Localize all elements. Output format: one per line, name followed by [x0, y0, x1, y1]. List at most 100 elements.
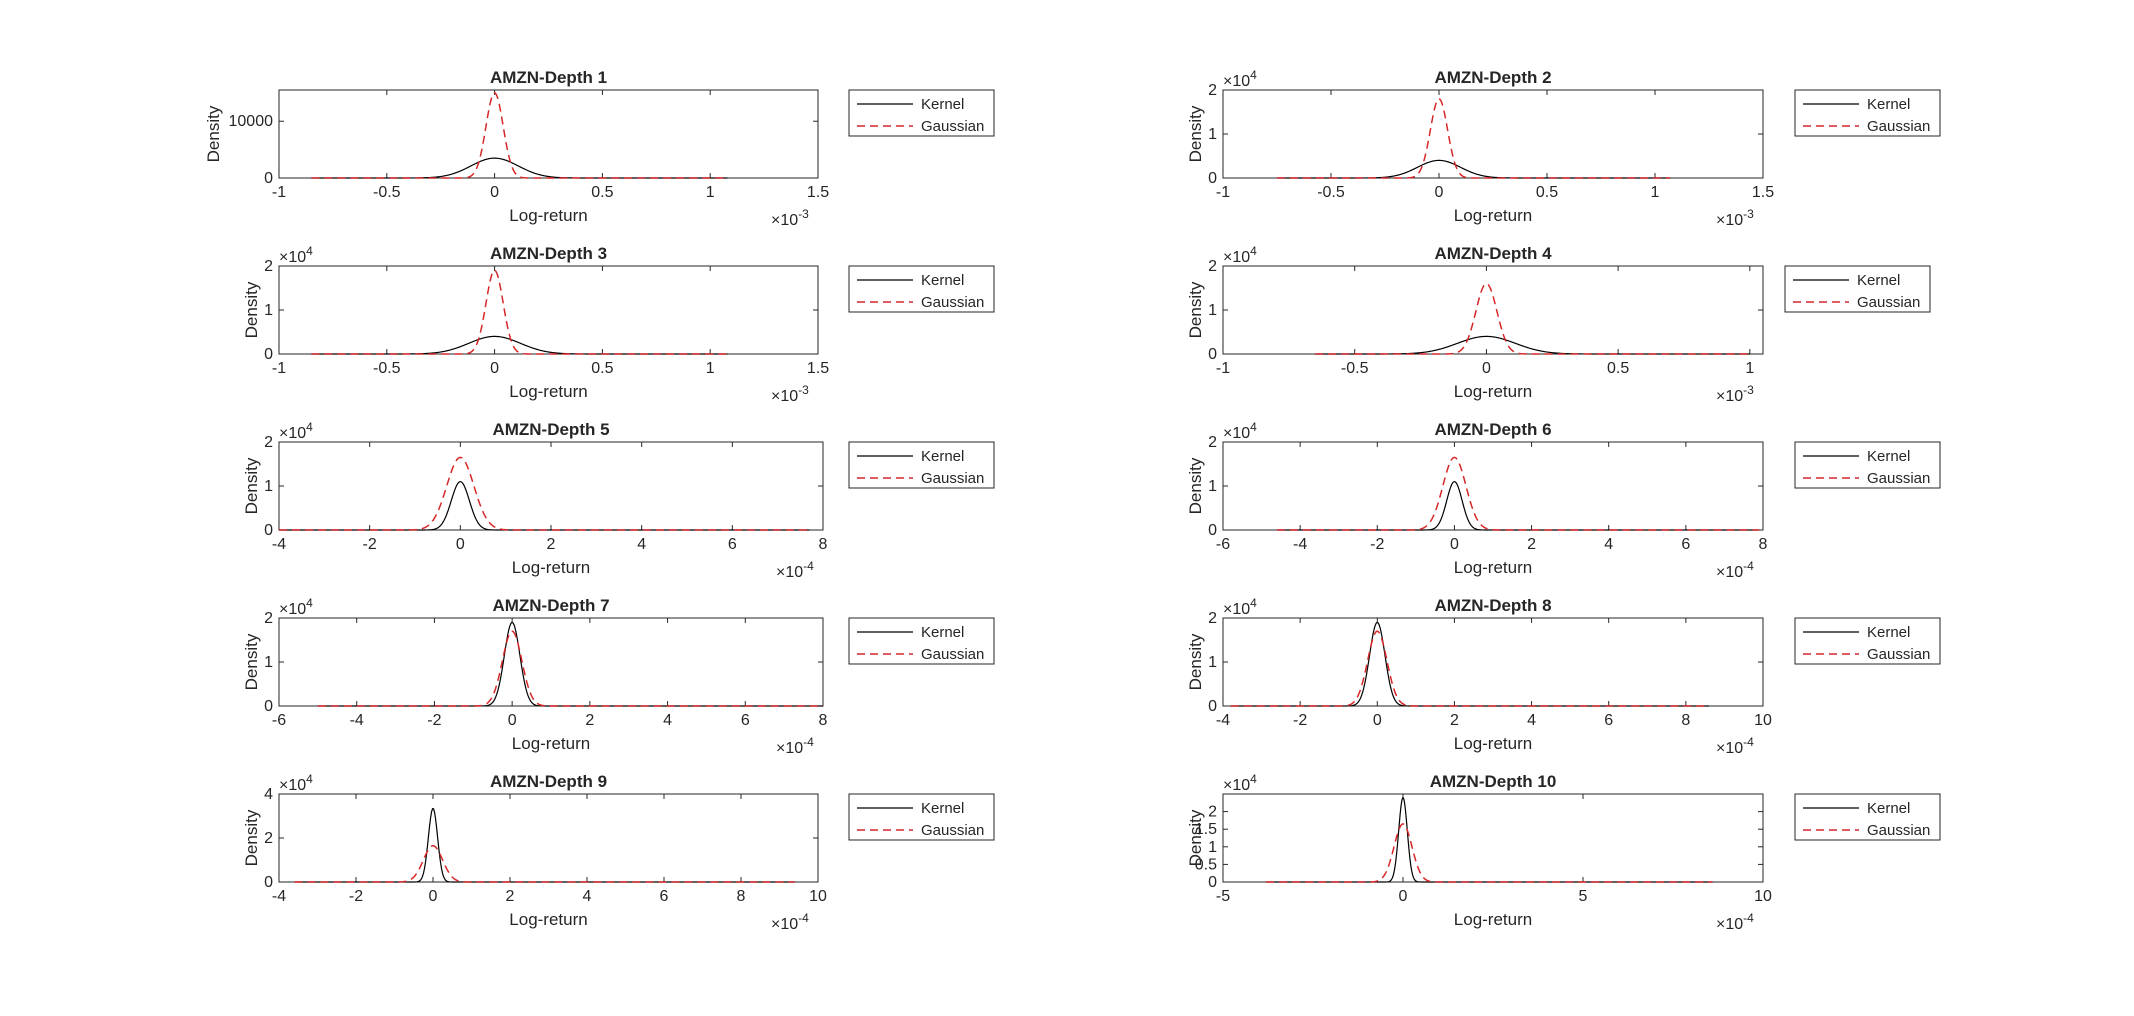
- x-tick-label: 6: [728, 536, 737, 553]
- legend-box: [848, 793, 995, 841]
- plot-area: [1222, 89, 1764, 179]
- legend-gaussian-label: Gaussian: [1867, 822, 1930, 839]
- y-exponent-label: ×104: [1223, 244, 1257, 266]
- plot-title: AMZN-Depth 5: [492, 420, 609, 439]
- legend-box: [1794, 617, 1941, 665]
- y-axis-label: Density: [242, 281, 261, 338]
- x-tick-label: -2: [1370, 536, 1384, 553]
- plot-area: [278, 793, 819, 883]
- x-tick-label: -0.5: [1317, 184, 1345, 201]
- x-tick-label: 0.5: [1536, 184, 1558, 201]
- x-tick-label: 0: [1399, 888, 1408, 905]
- y-tick-label: 2: [1208, 804, 1217, 821]
- x-tick-label: 2: [1527, 536, 1536, 553]
- x-tick-label: 0.5: [591, 184, 613, 201]
- x-exponent-label: ×10-3: [1716, 207, 1754, 229]
- plot-title: AMZN-Depth 3: [490, 244, 607, 263]
- x-axis-label: Log-return: [509, 382, 587, 401]
- legend-gaussian-label: Gaussian: [921, 470, 984, 487]
- x-tick-label: -0.5: [1341, 360, 1369, 377]
- x-tick-label: 8: [1681, 712, 1690, 729]
- y-tick-label: 0: [1208, 874, 1217, 891]
- x-tick-label: 8: [737, 888, 746, 905]
- x-tick-label: 0: [1435, 184, 1444, 201]
- y-tick-label: 4: [264, 786, 273, 803]
- y-tick-label: 0: [264, 874, 273, 891]
- legend: Kernel Gaussian: [848, 441, 995, 489]
- x-tick-label: 4: [583, 888, 592, 905]
- x-tick-label: 0: [1482, 360, 1491, 377]
- legend-gaussian-label: Gaussian: [1867, 470, 1930, 487]
- y-axis-label: Density: [242, 457, 261, 514]
- x-tick-label: -4: [272, 536, 286, 553]
- y-tick-label: 0: [1208, 698, 1217, 715]
- legend-box: [848, 441, 995, 489]
- x-tick-label: 4: [1527, 712, 1536, 729]
- x-tick-label: 6: [1604, 712, 1613, 729]
- plot-title: AMZN-Depth 8: [1434, 596, 1551, 615]
- x-tick-label: 0: [1373, 712, 1382, 729]
- x-axis-label: Log-return: [1454, 734, 1532, 753]
- legend: Kernel Gaussian: [1794, 617, 1941, 665]
- y-tick-label: 2: [1208, 610, 1217, 627]
- x-tick-label: 8: [819, 712, 828, 729]
- subplot-8: AMZN-Depth 8 -4 -2 0 2 4 6 8 10 0 1 2 ×104 ×10-4 Log-r…: [1186, 596, 1941, 757]
- x-tick-label: 1: [706, 184, 715, 201]
- y-tick-label: 0: [1208, 522, 1217, 539]
- y-tick-label: 2: [264, 610, 273, 627]
- legend-kernel-label: Kernel: [921, 448, 964, 465]
- legend: Kernel Gaussian: [848, 617, 995, 665]
- plot-area: [1222, 793, 1764, 883]
- legend: Kernel Gaussian: [1784, 265, 1931, 313]
- x-tick-label: 1.5: [807, 184, 829, 201]
- y-axis-label: Density: [242, 809, 261, 866]
- x-tick-label: 2: [547, 536, 556, 553]
- x-tick-label: -4: [1293, 536, 1307, 553]
- x-exponent-label: ×10-4: [1716, 735, 1754, 757]
- x-axis-label: Log-return: [1454, 382, 1532, 401]
- gaussian-series-line: [1277, 456, 1760, 531]
- gaussian-series-line: [1315, 282, 1750, 355]
- legend-kernel-label: Kernel: [1867, 624, 1910, 641]
- legend-kernel-label: Kernel: [1867, 96, 1910, 113]
- x-tick-label: 0.5: [1607, 360, 1629, 377]
- subplot-7: AMZN-Depth 7 -6 -4 -2 0 2 4 6 8 0 1 2 ×104 ×10-4 Log-r…: [242, 596, 995, 757]
- y-axis-label: Density: [1186, 633, 1205, 690]
- x-tick-label: 1: [706, 360, 715, 377]
- y-tick-label: 2: [264, 434, 273, 451]
- x-tick-label: 8: [1759, 536, 1768, 553]
- plot-title: AMZN-Depth 10: [1430, 772, 1557, 791]
- x-tick-label: 0: [429, 888, 438, 905]
- y-tick-label: 0: [264, 346, 273, 363]
- x-tick-label: -2: [349, 888, 363, 905]
- x-exponent-label: ×10-3: [771, 207, 809, 229]
- gaussian-series-line: [311, 269, 728, 355]
- legend-gaussian-label: Gaussian: [921, 646, 984, 663]
- x-tick-label: 10: [809, 888, 827, 905]
- legend-kernel-label: Kernel: [921, 96, 964, 113]
- y-tick-label: 0: [264, 522, 273, 539]
- x-tick-label: 10: [1754, 712, 1772, 729]
- y-tick-label: 10000: [229, 113, 274, 130]
- plot-area: [278, 617, 824, 707]
- legend-gaussian-label: Gaussian: [1857, 294, 1920, 311]
- y-exponent-label: ×104: [279, 596, 313, 618]
- subplot-9: AMZN-Depth 9 -4 -2 0 2 4 6 8 10 0 2 4 ×104 ×10-4 Log-r…: [242, 772, 995, 933]
- y-tick-label: 1: [1208, 839, 1217, 856]
- x-tick-label: 0: [456, 536, 465, 553]
- x-tick-label: 0: [1450, 536, 1459, 553]
- y-axis-label: Density: [1186, 105, 1205, 162]
- y-exponent-label: ×104: [1223, 420, 1257, 442]
- y-axis-label: Density: [242, 633, 261, 690]
- legend-gaussian-label: Gaussian: [921, 294, 984, 311]
- legend-kernel-label: Kernel: [921, 624, 964, 641]
- legend-gaussian-label: Gaussian: [1867, 646, 1930, 663]
- x-tick-label: -2: [427, 712, 441, 729]
- y-tick-label: 0: [1208, 170, 1217, 187]
- x-tick-label: 8: [819, 536, 828, 553]
- y-exponent-label: ×104: [279, 244, 313, 266]
- x-tick-label: 4: [637, 536, 646, 553]
- y-tick-label: 2: [1208, 82, 1217, 99]
- x-tick-label: -4: [272, 888, 286, 905]
